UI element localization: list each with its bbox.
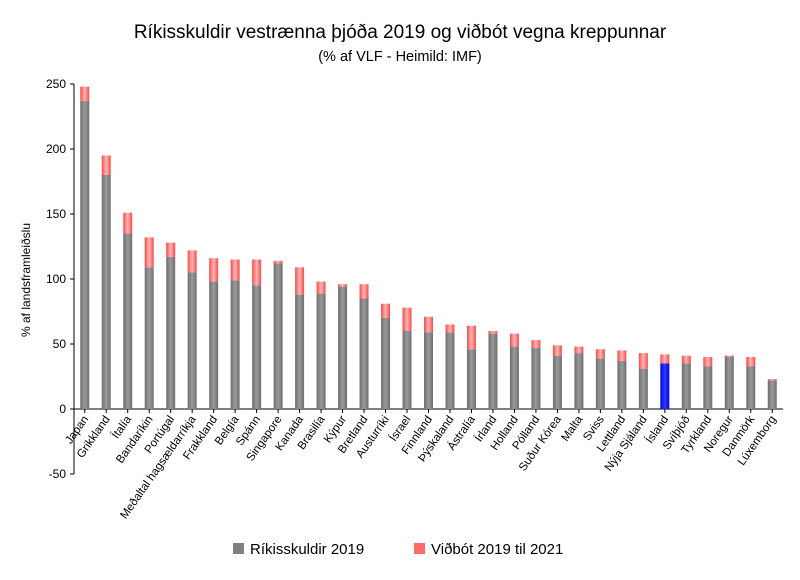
bar-debt-2019 bbox=[101, 175, 111, 409]
bar-debt-2019 bbox=[703, 366, 713, 409]
bar-addition-2019-2021 bbox=[338, 284, 348, 287]
y-tick-label: 100 bbox=[46, 272, 66, 286]
bar-debt-2019 bbox=[295, 294, 305, 409]
bar-debt-2019 bbox=[681, 363, 691, 409]
bar-debt-2019 bbox=[574, 353, 584, 409]
bar-debt-2019 bbox=[445, 332, 455, 409]
y-axis-label: % af landsframleiðslu bbox=[19, 223, 33, 337]
bar-debt-2019 bbox=[617, 360, 627, 409]
chart-subtitle: (% af VLF - Heimild: IMF) bbox=[318, 49, 482, 65]
bar-addition-2019-2021 bbox=[273, 260, 283, 264]
bar-addition-2019-2021 bbox=[681, 355, 691, 364]
bar-addition-2019-2021 bbox=[295, 267, 305, 295]
bar-debt-2019 bbox=[338, 286, 348, 409]
bar-debt-2019 bbox=[144, 267, 154, 409]
legend-label-base: Ríkisskuldir 2019 bbox=[250, 541, 364, 558]
bar-debt-2019 bbox=[273, 263, 283, 409]
y-axis-ticks: -50 0 50 100 150 200 250 bbox=[46, 77, 74, 481]
y-tick-label: 250 bbox=[46, 77, 66, 91]
bar-addition-2019-2021 bbox=[80, 86, 90, 101]
bar-debt-2019 bbox=[402, 331, 412, 409]
bar-addition-2019-2021 bbox=[531, 340, 541, 348]
bar-addition-2019-2021 bbox=[166, 242, 176, 257]
bar-addition-2019-2021 bbox=[703, 357, 713, 367]
bar-debt-2019 bbox=[466, 349, 476, 409]
x-axis-tick-labels: JapanGrikklandÍtalíaBandaríkinPortúgalMe… bbox=[63, 409, 779, 521]
bar-debt-2019 bbox=[724, 355, 734, 409]
bar-addition-2019-2021 bbox=[316, 281, 326, 294]
bar-addition-2019-2021 bbox=[466, 325, 476, 350]
bar-debt-2019 bbox=[230, 280, 240, 409]
bar-addition-2019-2021 bbox=[123, 212, 133, 234]
bar-addition-2019-2021 bbox=[724, 355, 734, 357]
bar-debt-2019 bbox=[595, 358, 605, 409]
bar-debt-2019 bbox=[638, 368, 648, 409]
y-tick-label: 150 bbox=[46, 207, 66, 221]
bar-debt-2019 bbox=[424, 332, 433, 409]
bar-debt-2019 bbox=[552, 355, 562, 409]
bar-debt-2019 bbox=[80, 100, 90, 410]
bar-debt-2019 bbox=[509, 346, 519, 409]
bar-addition-2019-2021 bbox=[381, 303, 391, 318]
legend-swatch-base bbox=[233, 543, 244, 554]
bar-addition-2019-2021 bbox=[359, 284, 369, 299]
bar-addition-2019-2021 bbox=[746, 357, 756, 367]
bar-addition-2019-2021 bbox=[209, 258, 219, 282]
y-tick-label: 200 bbox=[46, 142, 66, 156]
bar-addition-2019-2021 bbox=[424, 316, 433, 333]
x-tick-label: Malta bbox=[559, 413, 585, 443]
bar-addition-2019-2021 bbox=[574, 346, 584, 354]
bar-addition-2019-2021 bbox=[230, 259, 240, 281]
y-tick-label: -50 bbox=[49, 467, 67, 481]
bar-series bbox=[80, 86, 777, 410]
legend-label-addition: Viðbót 2019 til 2021 bbox=[431, 541, 563, 558]
bar-debt-2019 bbox=[359, 298, 369, 409]
bar-debt-2019 bbox=[488, 333, 498, 409]
bar-debt-2019 bbox=[252, 285, 262, 409]
bar-debt-2019 bbox=[531, 347, 541, 409]
bar-addition-2019-2021 bbox=[552, 345, 562, 356]
bar-addition-2019-2021 bbox=[101, 155, 111, 175]
bar-addition-2019-2021 bbox=[509, 333, 519, 347]
bar-addition-2019-2021 bbox=[660, 354, 670, 364]
bar-addition-2019-2021 bbox=[617, 350, 627, 361]
chart-title: Ríkisskuldir vestrænna þjóða 2019 og við… bbox=[134, 22, 667, 43]
bar-debt-2019 bbox=[767, 380, 777, 409]
bar-addition-2019-2021 bbox=[144, 237, 154, 268]
bar-addition-2019-2021 bbox=[488, 331, 498, 334]
bar-debt-2019 bbox=[123, 233, 133, 409]
bar-addition-2019-2021 bbox=[767, 379, 777, 381]
y-tick-label: 0 bbox=[59, 402, 66, 416]
bar-addition-2019-2021 bbox=[252, 259, 262, 286]
bar-debt-2019 bbox=[316, 293, 326, 409]
legend: Ríkisskuldir 2019 Viðbót 2019 til 2021 bbox=[233, 541, 563, 558]
bar-addition-2019-2021 bbox=[445, 324, 455, 333]
bar-debt-2019 bbox=[187, 272, 197, 409]
bar-addition-2019-2021 bbox=[187, 250, 197, 273]
bar-debt-2019 bbox=[660, 363, 670, 409]
bar-debt-2019 bbox=[746, 366, 756, 409]
bar-debt-2019 bbox=[381, 318, 391, 409]
bar-addition-2019-2021 bbox=[638, 353, 648, 369]
y-tick-label: 50 bbox=[53, 337, 67, 351]
bar-addition-2019-2021 bbox=[402, 307, 412, 331]
bar-debt-2019 bbox=[166, 256, 176, 409]
bar-debt-2019 bbox=[209, 281, 219, 409]
bar-addition-2019-2021 bbox=[595, 349, 605, 359]
legend-swatch-addition bbox=[414, 543, 425, 554]
